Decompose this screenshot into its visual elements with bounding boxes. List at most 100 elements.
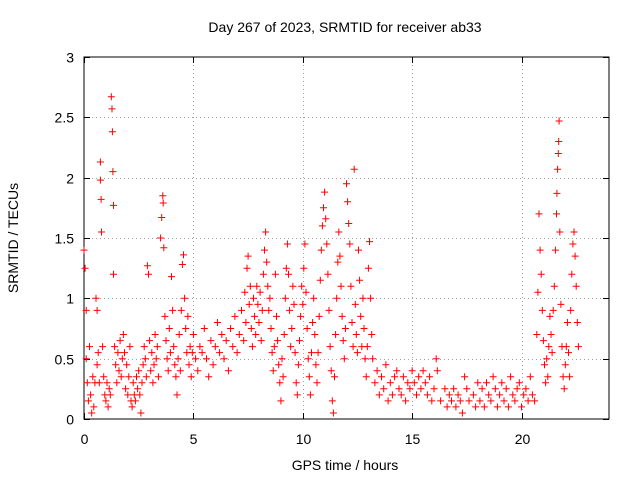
data-point	[96, 176, 104, 184]
data-point	[176, 367, 184, 375]
data-point	[116, 337, 124, 345]
data-point	[362, 373, 370, 381]
data-point	[189, 331, 197, 338]
data-point	[511, 397, 519, 405]
data-point	[325, 306, 333, 314]
data-point	[332, 331, 340, 338]
data-point	[537, 270, 545, 278]
data-point	[513, 385, 521, 393]
data-point	[175, 331, 183, 338]
data-point	[334, 258, 342, 266]
data-point	[347, 282, 355, 290]
data-point	[556, 228, 564, 236]
data-point	[553, 189, 561, 197]
data-point	[566, 373, 574, 381]
data-point	[93, 306, 101, 314]
data-point	[507, 373, 515, 381]
data-point	[262, 228, 270, 236]
data-point	[92, 294, 100, 302]
data-point	[549, 306, 557, 314]
data-point	[181, 294, 189, 302]
data-point	[89, 373, 97, 381]
data-point	[461, 373, 469, 381]
data-point	[522, 385, 530, 393]
data-point	[357, 312, 365, 320]
data-point	[218, 331, 226, 338]
data-point	[419, 367, 427, 375]
data-point	[428, 397, 436, 405]
data-point	[188, 349, 196, 357]
data-point	[321, 188, 329, 196]
data-point	[476, 397, 484, 405]
data-point	[285, 270, 292, 278]
data-point	[121, 349, 128, 357]
data-point	[421, 379, 429, 387]
data-point	[524, 397, 532, 405]
data-point	[238, 306, 245, 314]
data-point	[275, 361, 283, 369]
data-point	[536, 246, 544, 254]
chart-title: Day 267 of 2023, SRMTID for receiver ab3…	[208, 19, 481, 35]
data-point	[158, 214, 166, 221]
data-point	[106, 391, 114, 399]
data-point	[133, 373, 140, 381]
data-point	[309, 319, 317, 326]
data-point	[346, 240, 354, 248]
data-point	[180, 251, 187, 259]
data-point	[178, 261, 186, 268]
data-point	[235, 331, 243, 338]
data-point	[356, 276, 364, 284]
data-point	[277, 397, 285, 405]
data-points	[80, 93, 582, 417]
data-point	[198, 349, 206, 357]
data-point	[205, 373, 213, 381]
data-point	[109, 168, 117, 176]
data-point	[168, 273, 175, 281]
data-point	[286, 306, 294, 314]
data-point	[200, 325, 208, 332]
data-point	[573, 319, 581, 326]
data-point	[491, 385, 499, 393]
data-point	[408, 367, 416, 375]
data-point	[555, 117, 563, 125]
data-point	[99, 343, 107, 351]
data-point	[349, 343, 357, 351]
data-point	[153, 343, 161, 351]
data-point	[159, 199, 167, 207]
data-point	[166, 349, 174, 357]
y-tick-label: 2.5	[55, 110, 75, 126]
data-point	[98, 228, 105, 236]
data-point	[337, 282, 345, 290]
data-point	[258, 306, 266, 314]
data-point	[345, 220, 353, 227]
data-point	[270, 343, 278, 351]
data-point	[209, 361, 217, 369]
data-point	[296, 337, 303, 345]
data-point	[87, 391, 95, 399]
data-point	[196, 343, 204, 351]
data-point	[128, 403, 136, 411]
data-point	[261, 246, 268, 254]
data-point	[437, 397, 445, 405]
y-tick-label: 3	[66, 50, 74, 66]
data-point	[162, 337, 170, 345]
data-point	[557, 300, 565, 308]
data-point	[148, 349, 156, 357]
data-point	[100, 373, 108, 381]
data-point	[336, 252, 344, 260]
data-point	[384, 397, 392, 405]
data-point	[245, 300, 253, 308]
data-point	[268, 349, 276, 357]
data-point	[265, 306, 273, 314]
data-point	[137, 409, 145, 417]
data-point	[335, 228, 343, 236]
data-point	[338, 312, 346, 320]
data-point	[103, 379, 111, 387]
data-point	[388, 391, 396, 399]
data-point	[291, 349, 299, 357]
data-point	[154, 373, 162, 381]
data-point	[353, 349, 361, 357]
data-point	[117, 373, 125, 381]
data-point	[80, 246, 88, 254]
data-point	[247, 325, 255, 332]
